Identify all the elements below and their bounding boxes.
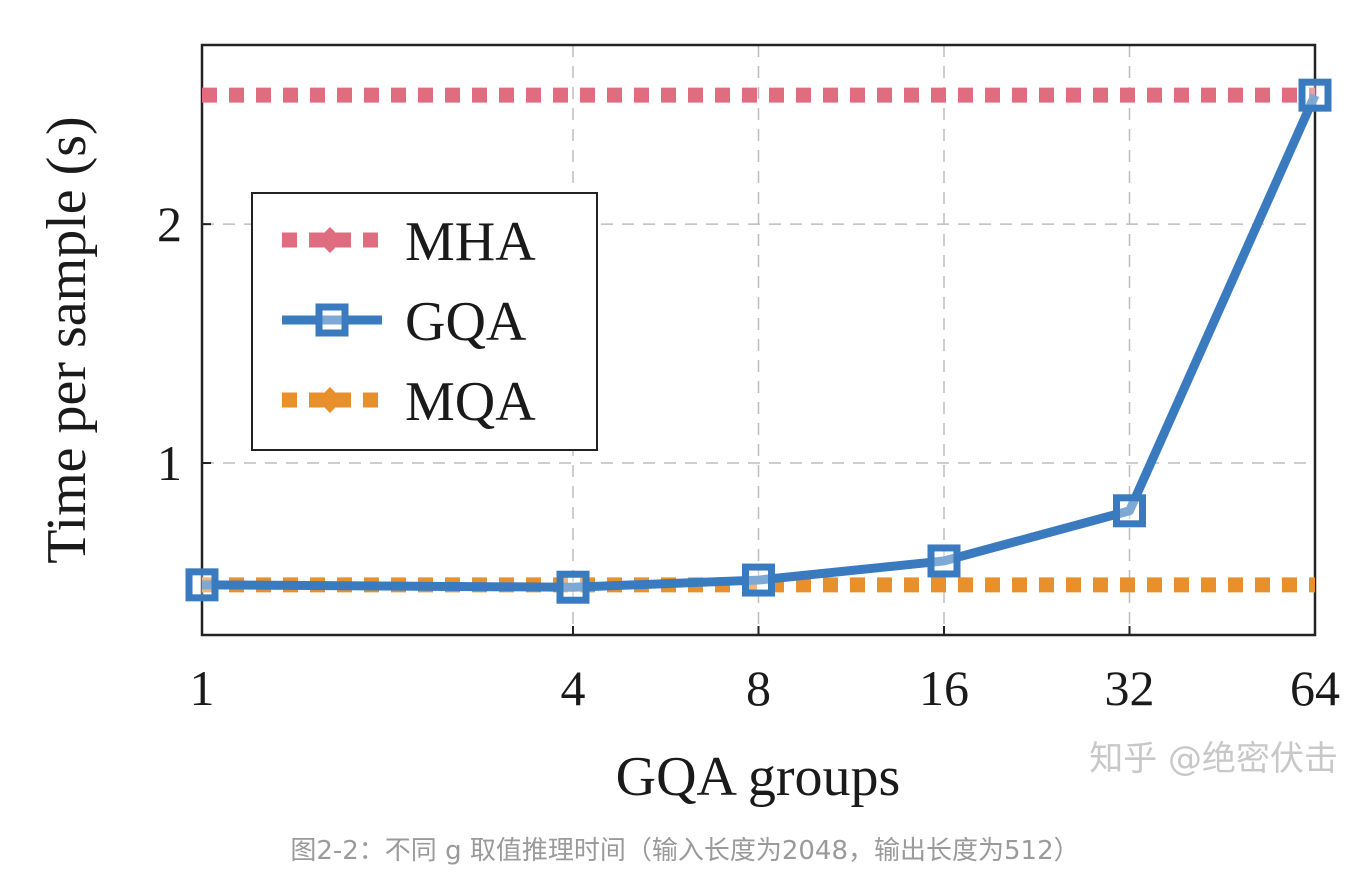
series-layer [185,78,1332,604]
x-tick-label: 8 [746,660,771,716]
x-axis-title: GQA groups [616,746,901,808]
data-point-gqa [927,544,961,578]
grid-lines [202,45,1315,635]
legend-entry-mqa: MQA [282,371,536,433]
x-tick-label: 32 [1105,660,1155,716]
y-tick-label: 2 [157,196,182,252]
figure-caption: 图2-2：不同 g 取值推理时间（输入长度为2048，输出长度为512） [290,836,1080,866]
legend-label-gqa: GQA [405,291,527,353]
data-point-gqa [556,570,590,604]
series-gqa [185,78,1332,604]
x-tick-label: 4 [561,660,586,716]
legend: MHA GQA MQA [251,192,598,451]
data-point-gqa [742,563,775,597]
legend-diamond-marker [317,227,343,253]
legend-entry-gqa: GQA [282,291,527,353]
x-tick-label: 64 [1290,660,1340,716]
legend-diamond-marker [317,387,343,413]
x-tick-label: 16 [919,660,969,716]
x-tick-labels: 1 4 8 16 32 64 [190,626,1340,716]
legend-label-mha: MHA [405,211,536,273]
legend-entry-mha: MHA [282,211,536,273]
data-point-gqa [1113,494,1146,528]
x-tick-label: 1 [190,660,215,716]
legend-label-mqa: MQA [405,371,536,433]
y-tick-labels: 12 [157,196,211,491]
line-chart: 1 4 8 16 32 64 12 GQA groups Time per sample … [36,43,1340,808]
y-tick-label: 1 [157,435,182,491]
legend-entries: MHA GQA MQA [282,211,536,433]
y-axis-title: Time per sample (s) [36,116,98,563]
data-point-gqa [1298,78,1332,112]
legend-square-marker [315,303,349,337]
series-line-gqa [201,93,1320,592]
watermark: 知乎 @绝密伏击 [1089,739,1338,779]
data-point-gqa [185,568,219,602]
